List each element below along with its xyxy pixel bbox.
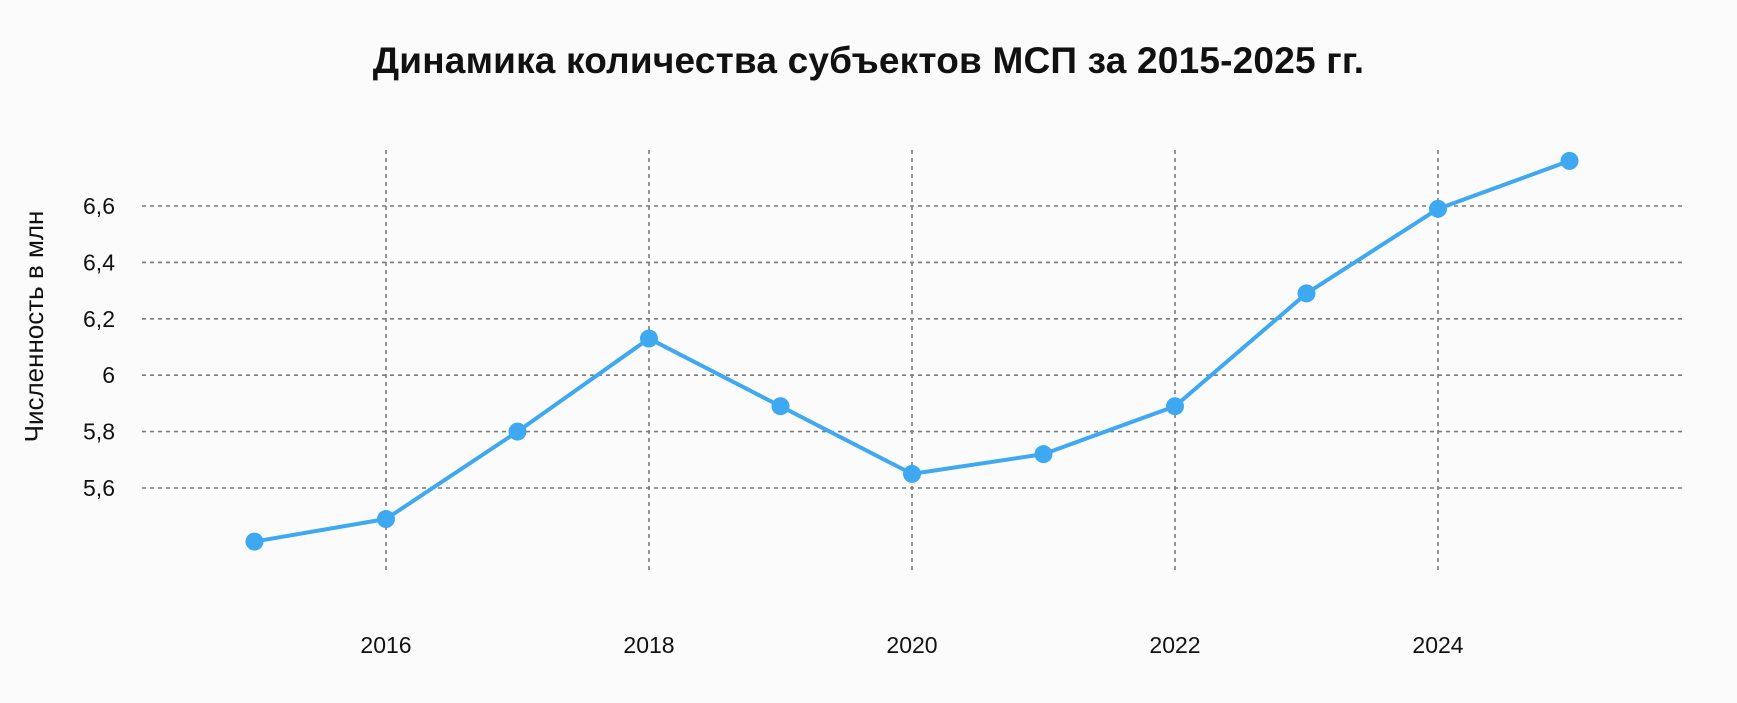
grid: [142, 150, 1682, 573]
y-tick-label: 6,2: [83, 306, 115, 332]
x-tick-label: 2022: [1149, 632, 1200, 658]
data-point: [640, 329, 658, 348]
y-tick-label: 6,6: [83, 193, 115, 219]
data-point: [1429, 199, 1447, 218]
data-point: [1560, 151, 1579, 170]
y-tick-label: 5,8: [83, 419, 115, 445]
y-tick-label: 5,6: [83, 475, 115, 501]
y-tick-label: 6: [102, 362, 115, 388]
x-tick-label: 2016: [360, 632, 411, 658]
chart-title: Динамика количества субъектов МСП за 201…: [372, 40, 1365, 81]
tick-labels: 5,6 5,8 6 6,2 6,4 6,6 2016 2018 2020 2022 2024: [83, 193, 1464, 658]
data-point: [1297, 284, 1316, 303]
y-tick-label: 6,4: [83, 249, 115, 275]
data-point: [1166, 397, 1184, 416]
data-point: [245, 532, 264, 551]
series: [245, 151, 1579, 551]
data-point: [508, 422, 527, 441]
x-tick-label: 2020: [886, 632, 937, 658]
x-tick-label: 2024: [1412, 632, 1463, 658]
x-tick-label: 2018: [623, 632, 674, 658]
y-axis-title: Численность в млн: [19, 211, 49, 443]
data-point: [903, 464, 921, 483]
data-point: [377, 510, 395, 529]
data-point: [771, 397, 790, 416]
data-point: [1034, 445, 1053, 464]
